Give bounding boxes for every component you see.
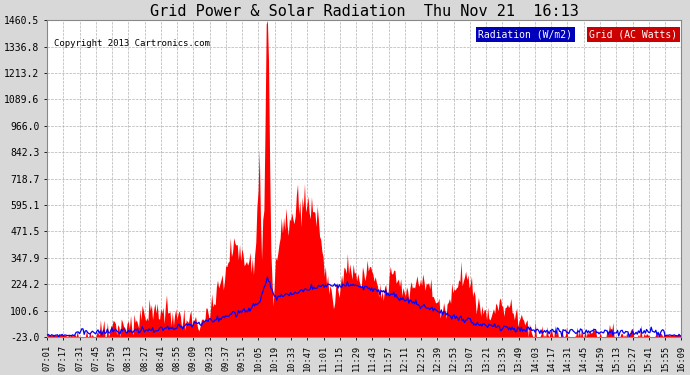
Text: Grid (AC Watts): Grid (AC Watts)	[589, 30, 678, 40]
Title: Grid Power & Solar Radiation  Thu Nov 21  16:13: Grid Power & Solar Radiation Thu Nov 21 …	[150, 4, 579, 19]
Text: Radiation (W/m2): Radiation (W/m2)	[478, 30, 573, 40]
Text: Copyright 2013 Cartronics.com: Copyright 2013 Cartronics.com	[54, 39, 210, 48]
